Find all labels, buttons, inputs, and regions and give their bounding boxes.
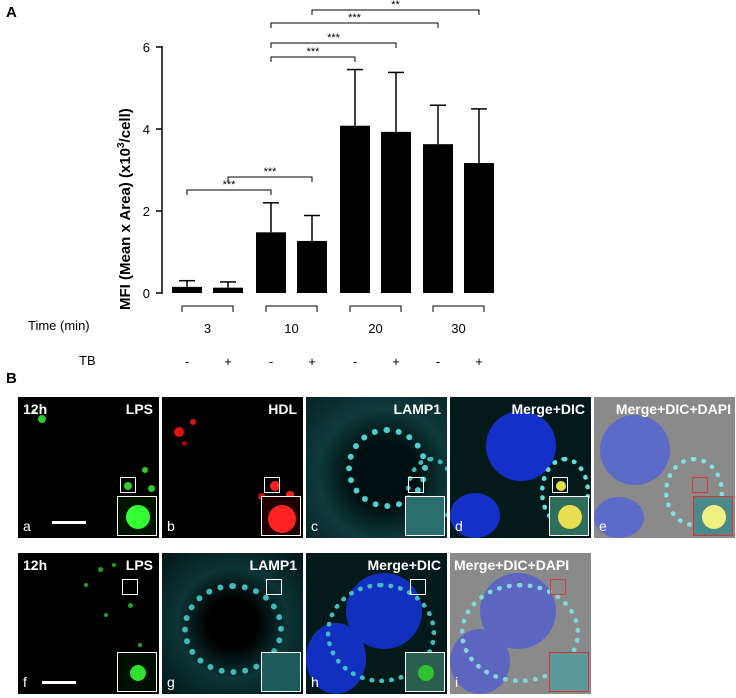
bar bbox=[381, 131, 411, 293]
subpanel-letter: g bbox=[167, 674, 175, 690]
significance-bracket bbox=[270, 42, 397, 48]
subpanel-letter: d bbox=[455, 518, 463, 534]
time-row-label: Time (min) bbox=[28, 318, 90, 333]
tb-mark: - bbox=[269, 354, 273, 369]
time-group-bracket bbox=[181, 305, 234, 312]
bar bbox=[172, 286, 202, 293]
bar bbox=[464, 163, 494, 293]
panel-b-label: B bbox=[6, 370, 17, 387]
significance-label: *** bbox=[327, 32, 341, 44]
subpanel-letter: e bbox=[599, 518, 607, 534]
channel-label: Merge+DIC bbox=[511, 401, 585, 417]
channel-label: LAMP1 bbox=[393, 401, 441, 417]
time-group-label: 3 bbox=[204, 321, 211, 336]
y-axis-label: MFI (Mean x Area) (x103/cell) bbox=[116, 108, 134, 310]
significance-label: ** bbox=[391, 0, 400, 11]
panel-a-label: A bbox=[6, 4, 17, 21]
channel-label: Merge+DIC+DAPI bbox=[615, 401, 731, 417]
time-group-label: 20 bbox=[368, 321, 382, 336]
micrograph-c: LAMP1 c bbox=[306, 397, 447, 538]
subpanel-letter: c bbox=[311, 518, 318, 534]
time-group-bracket bbox=[349, 305, 402, 312]
tb-mark: - bbox=[353, 354, 357, 369]
bar bbox=[340, 125, 370, 293]
scale-bar bbox=[42, 681, 76, 684]
micrograph-i: Merge+DIC+DAPI i bbox=[450, 553, 591, 694]
y-tick-label: 6 bbox=[143, 40, 150, 55]
micrograph-g: LAMP1 g bbox=[162, 553, 303, 694]
significance-bracket bbox=[311, 9, 480, 15]
y-tick-label: 0 bbox=[143, 286, 150, 301]
channel-label: LPS bbox=[125, 401, 153, 417]
tb-mark: + bbox=[224, 354, 232, 369]
bar bbox=[256, 232, 286, 293]
subpanel-letter: i bbox=[455, 674, 459, 690]
tb-mark: + bbox=[475, 354, 483, 369]
y-tick-label: 4 bbox=[143, 122, 150, 137]
micrograph-e: Merge+DIC+DAPI e bbox=[594, 397, 735, 538]
time-label: 12h bbox=[23, 401, 48, 417]
channel-label: LPS bbox=[125, 557, 153, 573]
tb-mark: + bbox=[308, 354, 316, 369]
tb-mark: - bbox=[436, 354, 440, 369]
time-group-bracket bbox=[265, 305, 318, 312]
micrograph-f: 12h LPS f bbox=[18, 553, 159, 694]
subpanel-letter: h bbox=[311, 674, 319, 690]
subpanel-letter: f bbox=[23, 674, 27, 690]
scale-bar bbox=[52, 521, 86, 524]
significance-label: *** bbox=[348, 12, 362, 24]
micrograph-d: Merge+DIC d bbox=[450, 397, 591, 538]
channel-label: LAMP1 bbox=[249, 557, 297, 573]
significance-bracket bbox=[270, 22, 439, 28]
subpanel-letter: b bbox=[167, 518, 175, 534]
tb-row-label: TB bbox=[79, 353, 96, 368]
bar bbox=[423, 144, 453, 293]
significance-bracket bbox=[186, 189, 272, 195]
significance-bracket bbox=[270, 56, 356, 62]
time-label: 12h bbox=[23, 557, 48, 573]
time-group-label: 30 bbox=[451, 321, 465, 336]
significance-bracket bbox=[227, 176, 313, 182]
time-group-bracket bbox=[432, 305, 485, 312]
channel-label: Merge+DIC+DAPI bbox=[454, 557, 570, 573]
micrograph-b: HDL b bbox=[162, 397, 303, 538]
time-group-label: 10 bbox=[284, 321, 298, 336]
channel-label: Merge+DIC bbox=[367, 557, 441, 573]
tb-mark: - bbox=[185, 354, 189, 369]
bar bbox=[297, 240, 327, 293]
micrograph-h: Merge+DIC h bbox=[306, 553, 447, 694]
tb-mark: + bbox=[392, 354, 400, 369]
significance-label: *** bbox=[307, 46, 321, 58]
bar bbox=[213, 287, 243, 293]
channel-label: HDL bbox=[268, 401, 297, 417]
significance-label: *** bbox=[264, 166, 278, 178]
y-tick-label: 2 bbox=[143, 204, 150, 219]
subpanel-letter: a bbox=[23, 518, 31, 534]
micrograph-a: 12h LPS a bbox=[18, 397, 159, 538]
significance-label: *** bbox=[223, 179, 237, 191]
